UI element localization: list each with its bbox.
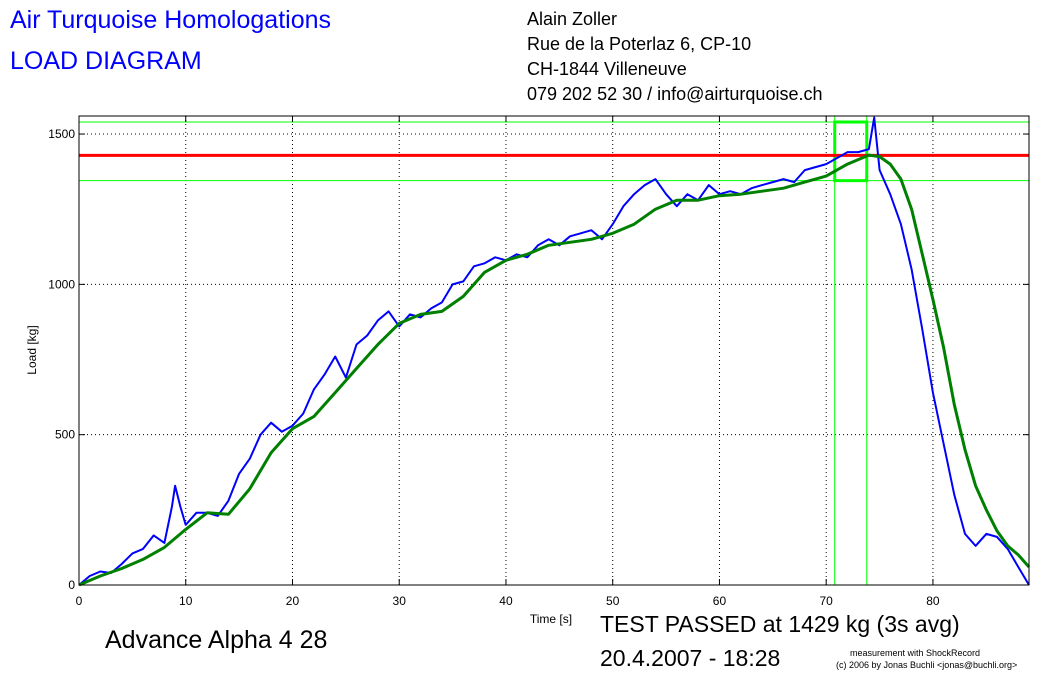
x-tick-label: 0 [76,594,83,608]
x-tick-label: 10 [179,594,193,608]
y-tick-label: 1000 [48,277,75,291]
x-tick-label: 80 [926,594,940,608]
credit-measurement: measurement with ShockRecord [850,648,981,658]
y-tick-label: 0 [68,578,75,592]
contact-phone-email: 079 202 52 30 / info@airturquoise.ch [527,84,823,104]
x-tick-label: 70 [820,594,834,608]
company-title: Air Turquoise Homologations [10,6,331,34]
plot-frame [78,115,1030,586]
document-title: LOAD DIAGRAM [10,47,202,75]
x-tick-label: 30 [393,594,407,608]
averaging-window-box [833,120,869,183]
credit-copyright: (c) 2006 by Jonas Buchli <jonas@buchli.o… [836,660,1018,670]
x-axis-label: Time [s] [530,612,572,626]
average-load-series [78,153,1031,587]
wing-name: Advance Alpha 4 28 [105,626,328,654]
x-tick-label: 40 [499,594,513,608]
y-tick-label: 500 [55,428,75,442]
ticks: 0 10 20 30 40 50 60 70 80 0 500 1000 1500 [48,116,1029,608]
contact-city: CH-1844 Villeneuve [527,59,687,79]
test-result: TEST PASSED at 1429 kg (3s avg) [600,611,960,637]
contact-name: Alain Zoller [527,9,618,29]
test-date: 20.4.2007 - 18:28 [600,645,781,671]
raw-load-series [78,116,1030,586]
y-axis-label: Load [kg] [25,325,39,374]
x-tick-label: 50 [606,594,620,608]
x-tick-label: 60 [713,594,727,608]
x-tick-label: 20 [286,594,300,608]
y-tick-label: 1500 [48,127,75,141]
contact-street: Rue de la Poterlaz 6, CP-10 [527,34,752,54]
series [78,116,1031,587]
